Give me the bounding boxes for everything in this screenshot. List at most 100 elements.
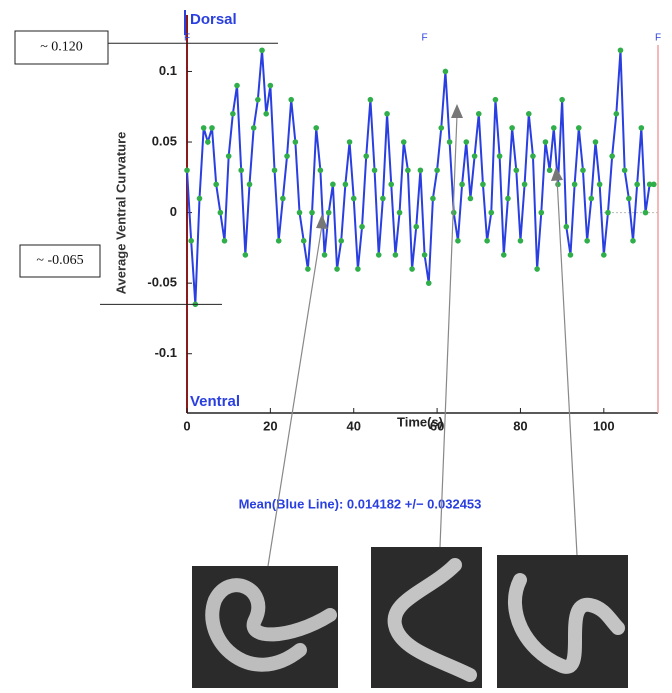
data-point bbox=[321, 252, 328, 258]
data-point bbox=[225, 153, 232, 159]
data-point bbox=[513, 167, 520, 174]
arrow-line bbox=[556, 177, 578, 556]
data-point bbox=[630, 238, 636, 244]
data-point bbox=[400, 139, 407, 145]
data-point bbox=[584, 238, 590, 244]
data-point bbox=[621, 167, 628, 174]
x-tick-label: 40 bbox=[346, 418, 360, 433]
data-point bbox=[184, 167, 190, 174]
data-point bbox=[325, 209, 332, 216]
data-point bbox=[296, 209, 303, 216]
event-marker: F bbox=[655, 33, 661, 44]
event-marker: F bbox=[422, 33, 428, 44]
data-point bbox=[546, 167, 553, 174]
data-point bbox=[213, 181, 219, 188]
data-point bbox=[484, 238, 490, 244]
data-point bbox=[280, 195, 286, 202]
data-point bbox=[188, 238, 194, 244]
worm bbox=[205, 578, 337, 672]
data-point bbox=[609, 153, 615, 159]
data-line bbox=[186, 50, 654, 305]
data-point bbox=[576, 125, 582, 131]
data-point bbox=[642, 209, 649, 216]
data-point bbox=[509, 125, 515, 131]
data-point bbox=[580, 167, 586, 174]
data-point bbox=[263, 110, 269, 117]
data-point bbox=[438, 125, 445, 131]
data-point bbox=[317, 167, 324, 174]
x-tick-label: 20 bbox=[263, 418, 277, 433]
x-tick-label: 0 bbox=[183, 418, 190, 433]
data-point bbox=[596, 181, 603, 188]
data-point bbox=[480, 181, 486, 188]
data-point bbox=[392, 252, 399, 258]
data-point bbox=[559, 96, 565, 103]
callout-label: ~ -0.065 bbox=[36, 253, 83, 268]
callout-box bbox=[19, 244, 101, 278]
data-point bbox=[634, 181, 640, 188]
data-point bbox=[246, 181, 253, 188]
data-point bbox=[292, 139, 299, 145]
data-point bbox=[463, 139, 470, 145]
data-point bbox=[492, 96, 499, 103]
data-point bbox=[475, 110, 482, 117]
data-point bbox=[555, 181, 561, 188]
y-tick-label: 0.05 bbox=[152, 133, 177, 148]
data-point bbox=[534, 266, 540, 272]
data-point bbox=[342, 181, 349, 188]
data-point bbox=[488, 209, 495, 216]
data-point bbox=[413, 223, 420, 230]
data-point bbox=[425, 280, 432, 286]
arrow-head bbox=[551, 167, 563, 181]
data-point bbox=[267, 82, 274, 89]
data-point bbox=[330, 181, 336, 188]
data-point bbox=[455, 238, 461, 244]
data-point bbox=[221, 238, 228, 244]
data-point bbox=[496, 153, 503, 159]
data-point bbox=[421, 252, 428, 258]
data-point bbox=[300, 238, 307, 244]
data-point bbox=[242, 252, 249, 258]
worm-images bbox=[192, 547, 628, 688]
data-point bbox=[234, 82, 240, 89]
data-point bbox=[550, 125, 557, 131]
x-tick-label: 100 bbox=[593, 418, 615, 433]
data-point bbox=[467, 195, 474, 202]
data-point bbox=[563, 223, 570, 230]
arrow-line bbox=[267, 224, 323, 567]
data-point bbox=[375, 252, 382, 258]
data-point bbox=[646, 181, 653, 188]
data-point bbox=[271, 167, 278, 174]
data-point bbox=[288, 96, 295, 103]
dorsal-label: Dorsal bbox=[190, 11, 237, 28]
data-point bbox=[313, 125, 320, 131]
event-marker: F bbox=[184, 33, 190, 44]
data-point bbox=[371, 167, 378, 174]
x-axis-label: Time(s) bbox=[397, 414, 443, 429]
data-point bbox=[505, 195, 511, 202]
data-point bbox=[592, 139, 599, 145]
data-point bbox=[217, 209, 224, 216]
data-point bbox=[255, 96, 261, 103]
data-point bbox=[196, 195, 203, 202]
data-point bbox=[380, 195, 386, 202]
data-point bbox=[250, 125, 257, 131]
y-tick-label: -0.1 bbox=[155, 345, 177, 360]
callout-label: ~ 0.120 bbox=[40, 40, 83, 55]
y-tick-label: 0 bbox=[170, 204, 177, 219]
data-point bbox=[409, 266, 415, 272]
data-point bbox=[259, 47, 265, 54]
worm bbox=[508, 573, 625, 674]
data-point bbox=[284, 153, 290, 159]
x-tick-label: 60 bbox=[430, 418, 444, 433]
data-point bbox=[363, 153, 370, 159]
data-point bbox=[338, 238, 345, 244]
data-point bbox=[430, 195, 436, 202]
summary: Mean(Blue Line): 0.014182 +/− 0.032453 bbox=[239, 496, 482, 511]
data-point bbox=[500, 252, 507, 258]
data-point bbox=[651, 181, 657, 188]
data-point bbox=[309, 209, 315, 216]
arrow-line bbox=[439, 114, 458, 548]
data-point bbox=[471, 153, 478, 159]
